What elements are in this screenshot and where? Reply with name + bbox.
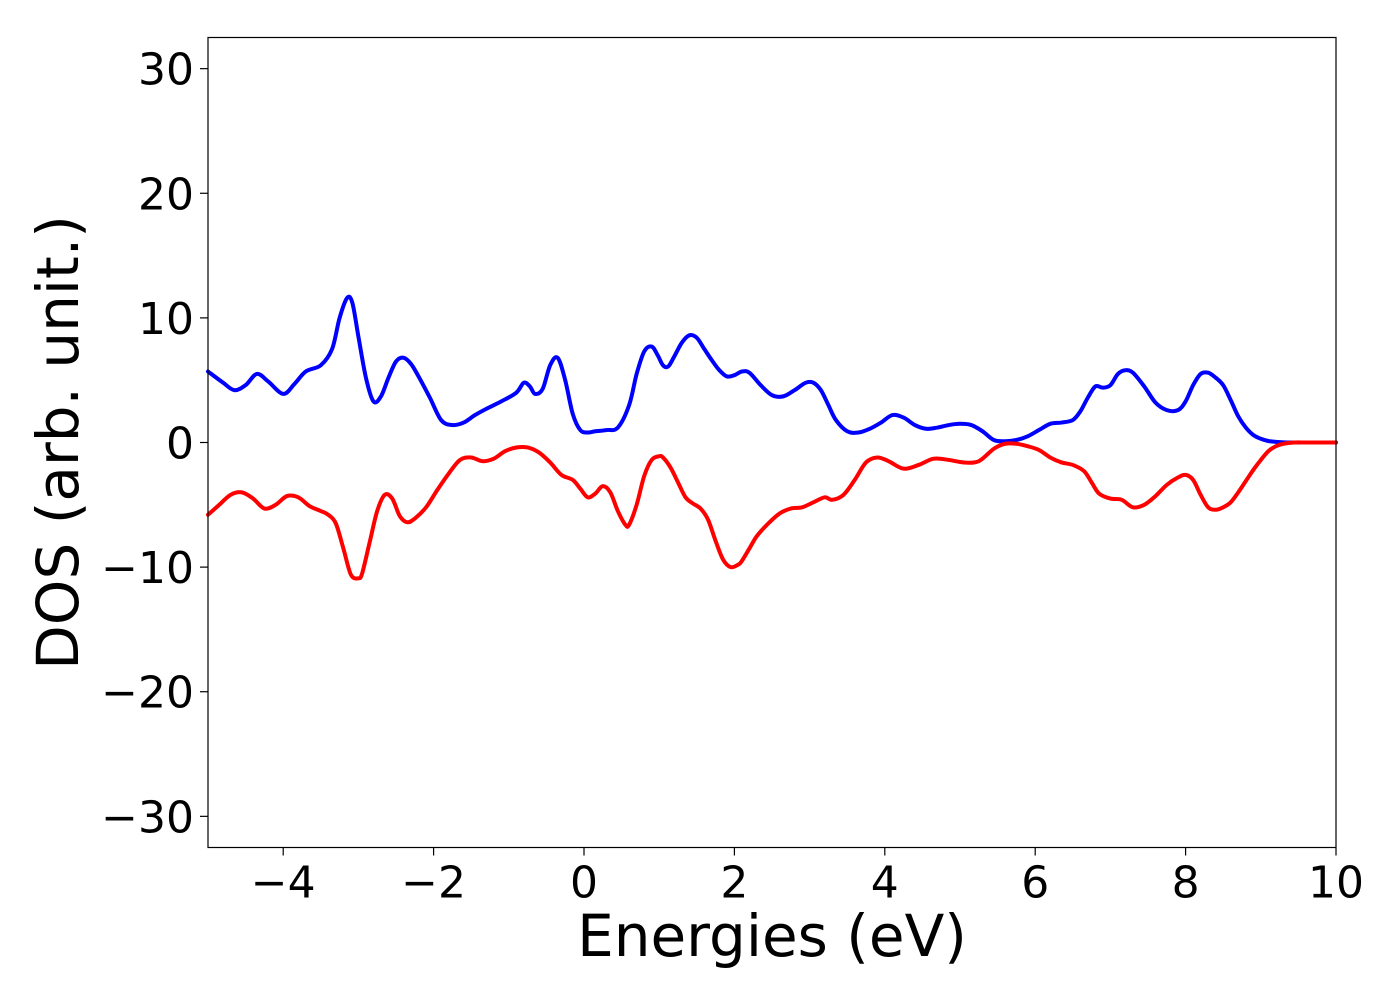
y-tick-label: −30 [101, 792, 194, 843]
y-tick-label: 0 [166, 419, 194, 470]
x-axis: −4 −2 0 2 4 6 8 10 [251, 847, 1364, 909]
y-tick-label: 20 [138, 169, 194, 220]
y-tick-label: −10 [101, 543, 194, 594]
x-tick-label: −2 [401, 858, 466, 909]
x-tick-label: −4 [251, 858, 316, 909]
y-tick-label: 30 [138, 45, 194, 96]
series-line-1 [206, 294, 1338, 445]
y-axis: −30 −20 −10 0 10 20 30 [101, 45, 208, 843]
y-tick-label: −20 [101, 668, 194, 719]
x-axis-label: Energies (eV) [577, 902, 967, 970]
x-tick-label: 8 [1172, 858, 1200, 909]
y-axis-label: DOS (arb. unit.) [24, 215, 92, 670]
x-tick-label: 0 [570, 858, 598, 909]
series-line-2 [206, 440, 1338, 581]
plot-series-group [206, 294, 1338, 581]
x-tick-label: 4 [871, 858, 899, 909]
x-tick-label: 2 [720, 858, 748, 909]
plot-area-frame [207, 36, 1337, 849]
y-tick-label: 10 [138, 294, 194, 345]
x-tick-label: 6 [1021, 858, 1049, 909]
x-tick-label: 10 [1308, 858, 1364, 909]
